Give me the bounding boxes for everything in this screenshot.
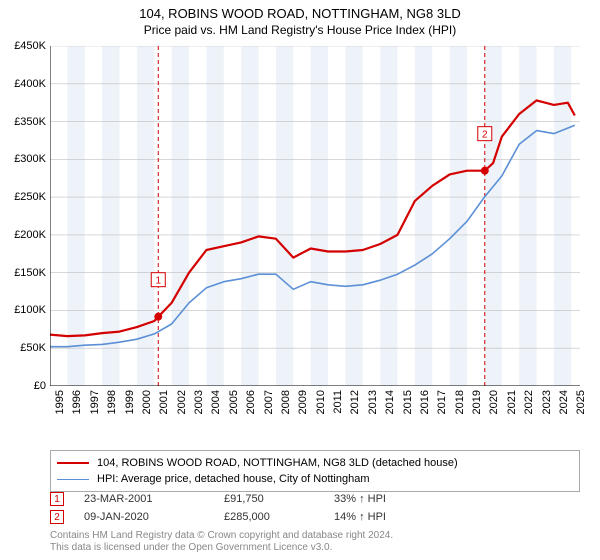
svg-text:1: 1 bbox=[155, 276, 161, 287]
x-tick-label: 2019 bbox=[471, 390, 483, 414]
x-tick-label: 2005 bbox=[228, 390, 240, 414]
marker-date-1: 23-MAR-2001 bbox=[84, 493, 224, 505]
x-tick-label: 1995 bbox=[54, 390, 66, 414]
x-tick-label: 2001 bbox=[158, 390, 170, 414]
markers-list: 1 23-MAR-2001 £91,750 33% ↑ HPI 2 09-JAN… bbox=[50, 490, 580, 526]
x-tick-label: 2006 bbox=[245, 390, 257, 414]
marker-delta-1: 33% ↑ HPI bbox=[334, 493, 386, 505]
x-tick-label: 2016 bbox=[419, 390, 431, 414]
legend-swatch-hpi bbox=[57, 479, 89, 480]
y-tick-label: £250K bbox=[14, 191, 46, 203]
x-tick-label: 2015 bbox=[402, 390, 414, 414]
marker-row-1: 1 23-MAR-2001 £91,750 33% ↑ HPI bbox=[50, 490, 580, 508]
y-tick-label: £400K bbox=[14, 78, 46, 90]
title-address: 104, ROBINS WOOD ROAD, NOTTINGHAM, NG8 3… bbox=[0, 6, 600, 21]
marker-price-2: £285,000 bbox=[224, 511, 334, 523]
x-tick-label: 2022 bbox=[523, 390, 535, 414]
legend-label-hpi: HPI: Average price, detached house, City… bbox=[97, 473, 370, 485]
title-subtitle: Price paid vs. HM Land Registry's House … bbox=[0, 23, 600, 37]
y-tick-label: £350K bbox=[14, 116, 46, 128]
x-tick-label: 2024 bbox=[558, 390, 570, 414]
footer-line2: This data is licensed under the Open Gov… bbox=[50, 542, 580, 554]
x-tick-label: 2011 bbox=[332, 390, 344, 414]
footer-line1: Contains HM Land Registry data © Crown c… bbox=[50, 530, 580, 542]
x-tick-label: 2017 bbox=[436, 390, 448, 414]
legend-label-property: 104, ROBINS WOOD ROAD, NOTTINGHAM, NG8 3… bbox=[97, 457, 458, 469]
legend-row-property: 104, ROBINS WOOD ROAD, NOTTINGHAM, NG8 3… bbox=[57, 455, 573, 471]
legend-row-hpi: HPI: Average price, detached house, City… bbox=[57, 471, 573, 487]
x-tick-label: 1999 bbox=[124, 390, 136, 414]
x-tick-label: 2004 bbox=[210, 390, 222, 414]
x-tick-label: 2003 bbox=[193, 390, 205, 414]
svg-text:2: 2 bbox=[482, 130, 488, 141]
x-tick-label: 2013 bbox=[367, 390, 379, 414]
chart-area: 12 £0£50K£100K£150K£200K£250K£300K£350K£… bbox=[50, 46, 580, 406]
x-tick-label: 2009 bbox=[297, 390, 309, 414]
plot-svg: 12 bbox=[50, 46, 580, 386]
marker-price-1: £91,750 bbox=[224, 493, 334, 505]
marker-date-2: 09-JAN-2020 bbox=[84, 511, 224, 523]
y-tick-label: £450K bbox=[14, 40, 46, 52]
marker-badge-2: 2 bbox=[50, 510, 64, 524]
x-tick-label: 1998 bbox=[106, 390, 118, 414]
y-tick-label: £200K bbox=[14, 229, 46, 241]
legend-swatch-property bbox=[57, 462, 89, 464]
x-tick-label: 2021 bbox=[506, 390, 518, 414]
x-tick-label: 1996 bbox=[71, 390, 83, 414]
x-tick-label: 2007 bbox=[263, 390, 275, 414]
x-tick-label: 2012 bbox=[349, 390, 361, 414]
y-tick-label: £150K bbox=[14, 267, 46, 279]
x-tick-label: 2014 bbox=[384, 390, 396, 414]
x-tick-label: 1997 bbox=[89, 390, 101, 414]
footer: Contains HM Land Registry data © Crown c… bbox=[50, 530, 580, 554]
y-tick-label: £300K bbox=[14, 153, 46, 165]
x-tick-label: 2020 bbox=[488, 390, 500, 414]
chart-container: 104, ROBINS WOOD ROAD, NOTTINGHAM, NG8 3… bbox=[0, 0, 600, 560]
y-tick-label: £50K bbox=[20, 342, 46, 354]
x-tick-label: 2008 bbox=[280, 390, 292, 414]
marker-delta-2: 14% ↑ HPI bbox=[334, 511, 386, 523]
marker-badge-1: 1 bbox=[50, 492, 64, 506]
x-tick-label: 2000 bbox=[141, 390, 153, 414]
marker-row-2: 2 09-JAN-2020 £285,000 14% ↑ HPI bbox=[50, 508, 580, 526]
legend: 104, ROBINS WOOD ROAD, NOTTINGHAM, NG8 3… bbox=[50, 450, 580, 492]
y-tick-label: £100K bbox=[14, 304, 46, 316]
title-block: 104, ROBINS WOOD ROAD, NOTTINGHAM, NG8 3… bbox=[0, 0, 600, 41]
x-tick-label: 2018 bbox=[454, 390, 466, 414]
x-tick-label: 2002 bbox=[176, 390, 188, 414]
x-tick-label: 2025 bbox=[575, 390, 587, 414]
x-tick-label: 2010 bbox=[315, 390, 327, 414]
y-tick-label: £0 bbox=[34, 380, 46, 392]
x-tick-label: 2023 bbox=[541, 390, 553, 414]
